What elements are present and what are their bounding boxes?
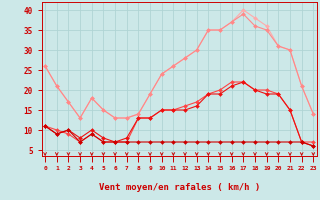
X-axis label: Vent moyen/en rafales ( km/h ): Vent moyen/en rafales ( km/h ) [99, 183, 260, 192]
